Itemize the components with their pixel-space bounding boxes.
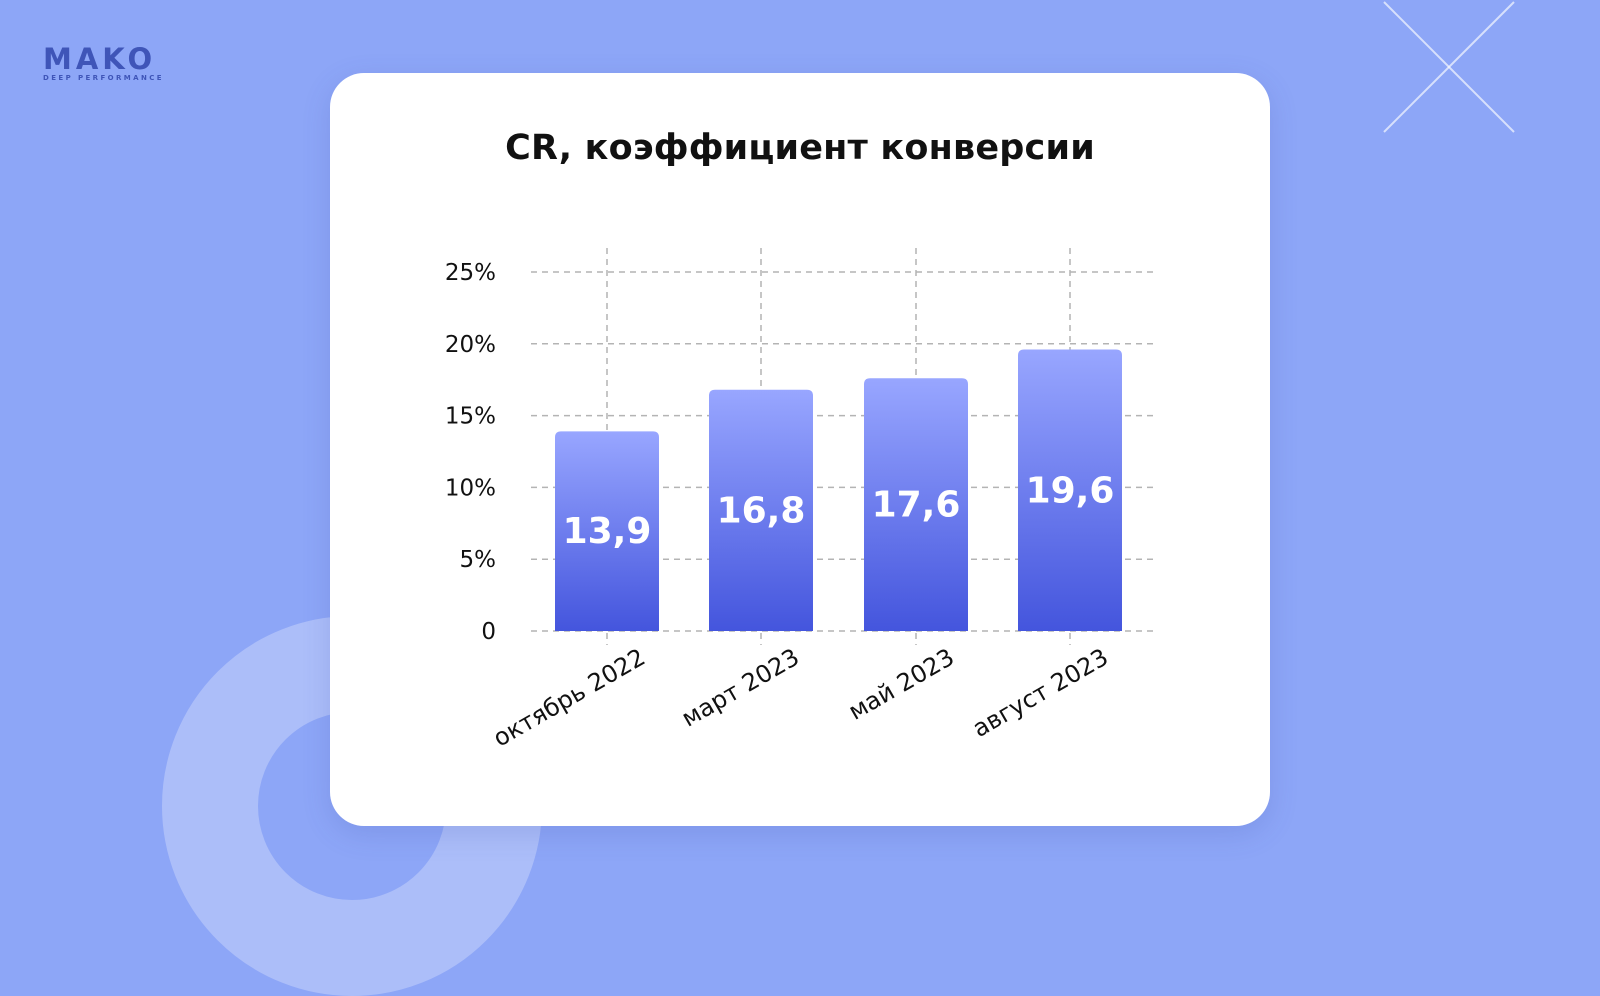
cross-decoration-icon — [1383, 1, 1515, 133]
x-category-label: март 2023 — [677, 643, 804, 733]
bars-group — [555, 349, 1122, 631]
y-tick-label: 15% — [445, 404, 496, 430]
x-category-label: октябрь 2022 — [488, 643, 650, 752]
chart-title: CR, коэффициент конверсии — [505, 128, 1095, 168]
bar — [555, 431, 659, 631]
bar — [864, 378, 968, 631]
y-tick-label: 20% — [445, 332, 496, 358]
x-category-label: август 2023 — [968, 643, 1113, 743]
bar — [709, 389, 813, 631]
y-tick-label: 5% — [460, 547, 497, 573]
vertical-gridlines — [606, 248, 1071, 645]
bar-value-label: 16,8 — [717, 490, 806, 531]
y-axis-tick-labels: 0 5% 10% 15% 20% 25% — [445, 260, 496, 645]
brand-logo: MAKO DEEP PERFORMANCE — [43, 44, 164, 83]
y-tick-label: 10% — [445, 475, 496, 501]
bar-value-label: 19,6 — [1026, 470, 1115, 511]
x-axis-category-labels: октябрь 2022 март 2023 май 2023 август 2023 — [488, 643, 1113, 752]
bar — [1018, 349, 1122, 631]
x-category-label: май 2023 — [844, 643, 959, 726]
bar-value-label: 13,9 — [563, 511, 652, 552]
y-tick-label: 0 — [481, 619, 496, 645]
y-tick-label: 25% — [445, 260, 496, 286]
bar-chart: 13,9 16,8 17,6 19,6 0 5% 10% 15% 20% 25% октябрь… — [445, 248, 1153, 752]
logo-wordmark: MAKO — [43, 42, 157, 76]
value-labels-group: 13,9 16,8 17,6 19,6 — [563, 470, 1115, 552]
logo-tagline: DEEP PERFORMANCE — [43, 74, 164, 82]
bar-value-label: 17,6 — [872, 485, 961, 526]
